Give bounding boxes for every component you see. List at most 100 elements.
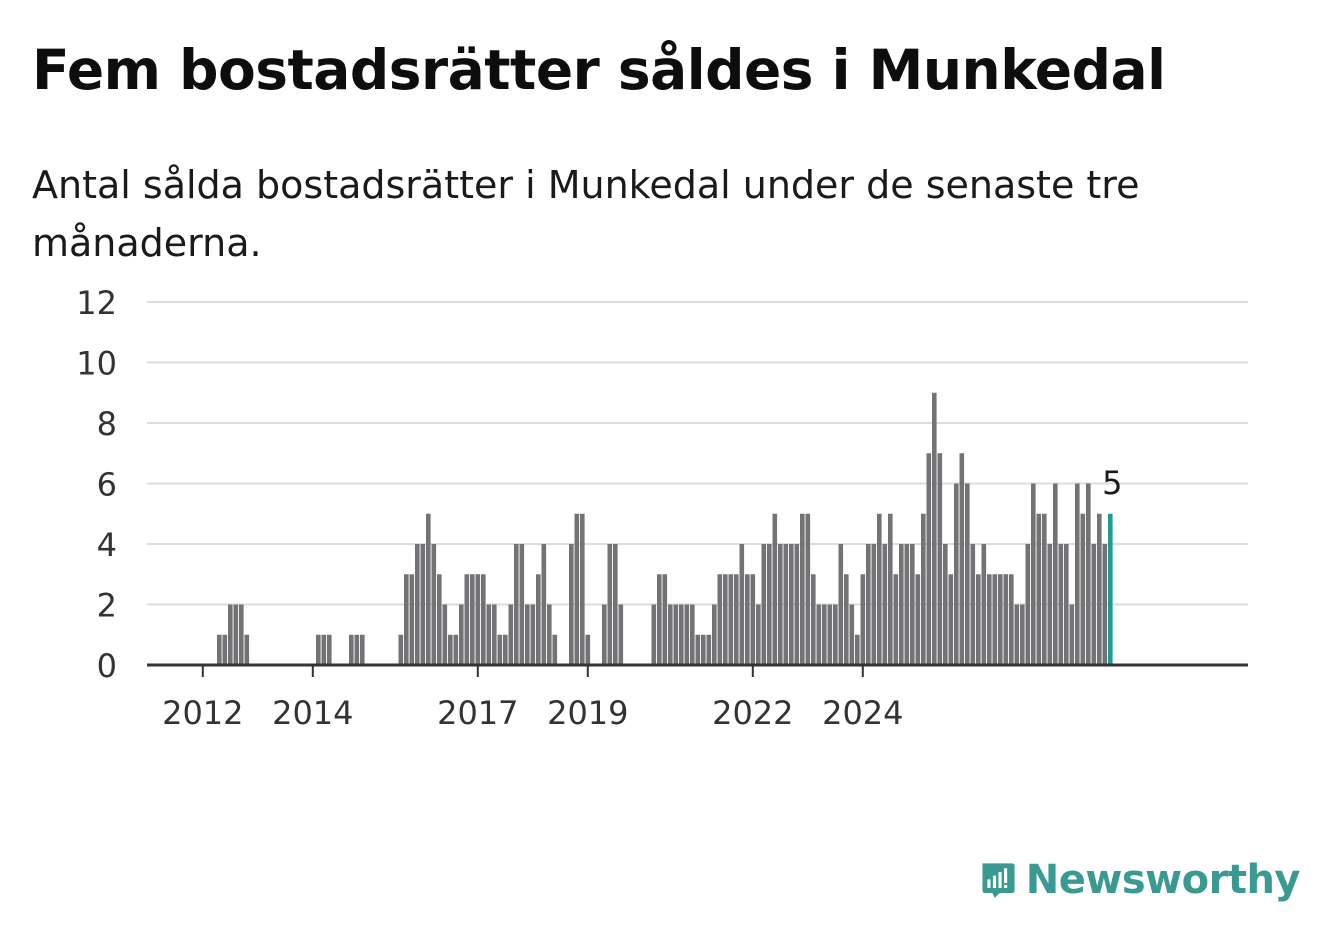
- bar: [739, 544, 745, 665]
- annotations: 5: [1102, 464, 1122, 502]
- bar: [679, 604, 684, 665]
- x-tick-label-2012: 2012: [162, 694, 243, 732]
- bar: [503, 634, 508, 665]
- y-tick-label-6: 6: [97, 466, 117, 504]
- x-tick-label-2019: 2019: [547, 694, 628, 732]
- bar: [1036, 513, 1042, 665]
- bar: [217, 634, 222, 665]
- bar: [1031, 483, 1036, 665]
- bar: [904, 544, 910, 665]
- bar: [948, 574, 954, 665]
- newsworthy-logo-icon: [982, 863, 1015, 898]
- highlight-value-label: 5: [1102, 464, 1122, 502]
- bar-highlight: [1108, 513, 1113, 665]
- bar: [877, 513, 882, 665]
- bar: [233, 604, 239, 665]
- bar: [855, 634, 860, 665]
- bar: [349, 634, 354, 665]
- bar: [717, 574, 723, 665]
- bar: [844, 574, 849, 665]
- bar: [1075, 483, 1080, 665]
- bar: [937, 453, 943, 665]
- bar: [932, 392, 937, 665]
- bar: [745, 574, 750, 665]
- y-tick-label-2: 2: [97, 587, 117, 625]
- bar: [921, 513, 926, 665]
- bar: [409, 574, 415, 665]
- bar: [1069, 604, 1075, 665]
- bar: [1058, 544, 1064, 665]
- bar: [1102, 544, 1108, 665]
- bar: [453, 634, 459, 665]
- brand-logo: Newsworthy: [980, 848, 1301, 912]
- bar: [668, 604, 673, 665]
- bar: [827, 604, 833, 665]
- bar: [1020, 604, 1025, 665]
- bar: [552, 634, 558, 665]
- bar: [882, 544, 888, 665]
- bar: [475, 574, 481, 665]
- bar: [657, 574, 662, 665]
- x-axis: 2012 2014 2017 2019 2022 2024: [147, 663, 1248, 732]
- y-tick-label-4: 4: [97, 526, 117, 564]
- bar: [943, 544, 948, 665]
- bar: [426, 513, 431, 665]
- bar: [651, 604, 657, 665]
- bar: [492, 604, 497, 665]
- y-tick-label-12: 12: [76, 284, 117, 322]
- bar: [1086, 483, 1091, 665]
- bar: [987, 574, 992, 665]
- bar: [899, 544, 904, 665]
- bar: [618, 604, 624, 665]
- bar: [244, 634, 250, 665]
- bar: [728, 574, 734, 665]
- bar: [574, 513, 580, 665]
- bar: [811, 574, 816, 665]
- bar: [420, 544, 426, 665]
- bar: [712, 604, 717, 665]
- brand-name: Newsworthy: [1025, 857, 1301, 903]
- bar: [459, 604, 464, 665]
- bar: [1080, 513, 1086, 665]
- bar: [662, 574, 668, 665]
- x-tick-label-2022: 2022: [712, 694, 793, 732]
- bar: [893, 574, 899, 665]
- bar: [926, 453, 932, 665]
- chart-subtitle: Antal sålda bostadsrätter i Munkedal und…: [32, 163, 1140, 265]
- bar: [915, 574, 921, 665]
- bar: [998, 574, 1003, 665]
- bar: [690, 604, 695, 665]
- bar: [706, 634, 712, 665]
- bar: [1097, 513, 1102, 665]
- bar: [833, 604, 838, 665]
- bar: [695, 634, 701, 665]
- bar: [970, 544, 976, 665]
- bar: [530, 604, 536, 665]
- bar: [541, 544, 547, 665]
- bar: [497, 634, 503, 665]
- bar: [360, 634, 365, 665]
- bar: [486, 604, 492, 665]
- bar: [569, 544, 574, 665]
- bar: [849, 604, 855, 665]
- y-tick-label-10: 10: [76, 345, 117, 383]
- bar: [1064, 544, 1069, 665]
- bar: [976, 574, 981, 665]
- bar: [508, 604, 514, 665]
- bar: [1042, 513, 1047, 665]
- bar: [481, 574, 486, 665]
- bar: [783, 544, 789, 665]
- bar: [981, 544, 987, 665]
- bar: [954, 483, 959, 665]
- bar: [1053, 483, 1058, 665]
- bar: [965, 483, 970, 665]
- bar: [756, 604, 761, 665]
- bar: [734, 574, 739, 665]
- bar: [1009, 574, 1014, 665]
- x-tick-label-2017: 2017: [437, 694, 518, 732]
- bar: [800, 513, 805, 665]
- bar: [822, 604, 827, 665]
- bar: [448, 634, 453, 665]
- bar: [794, 544, 800, 665]
